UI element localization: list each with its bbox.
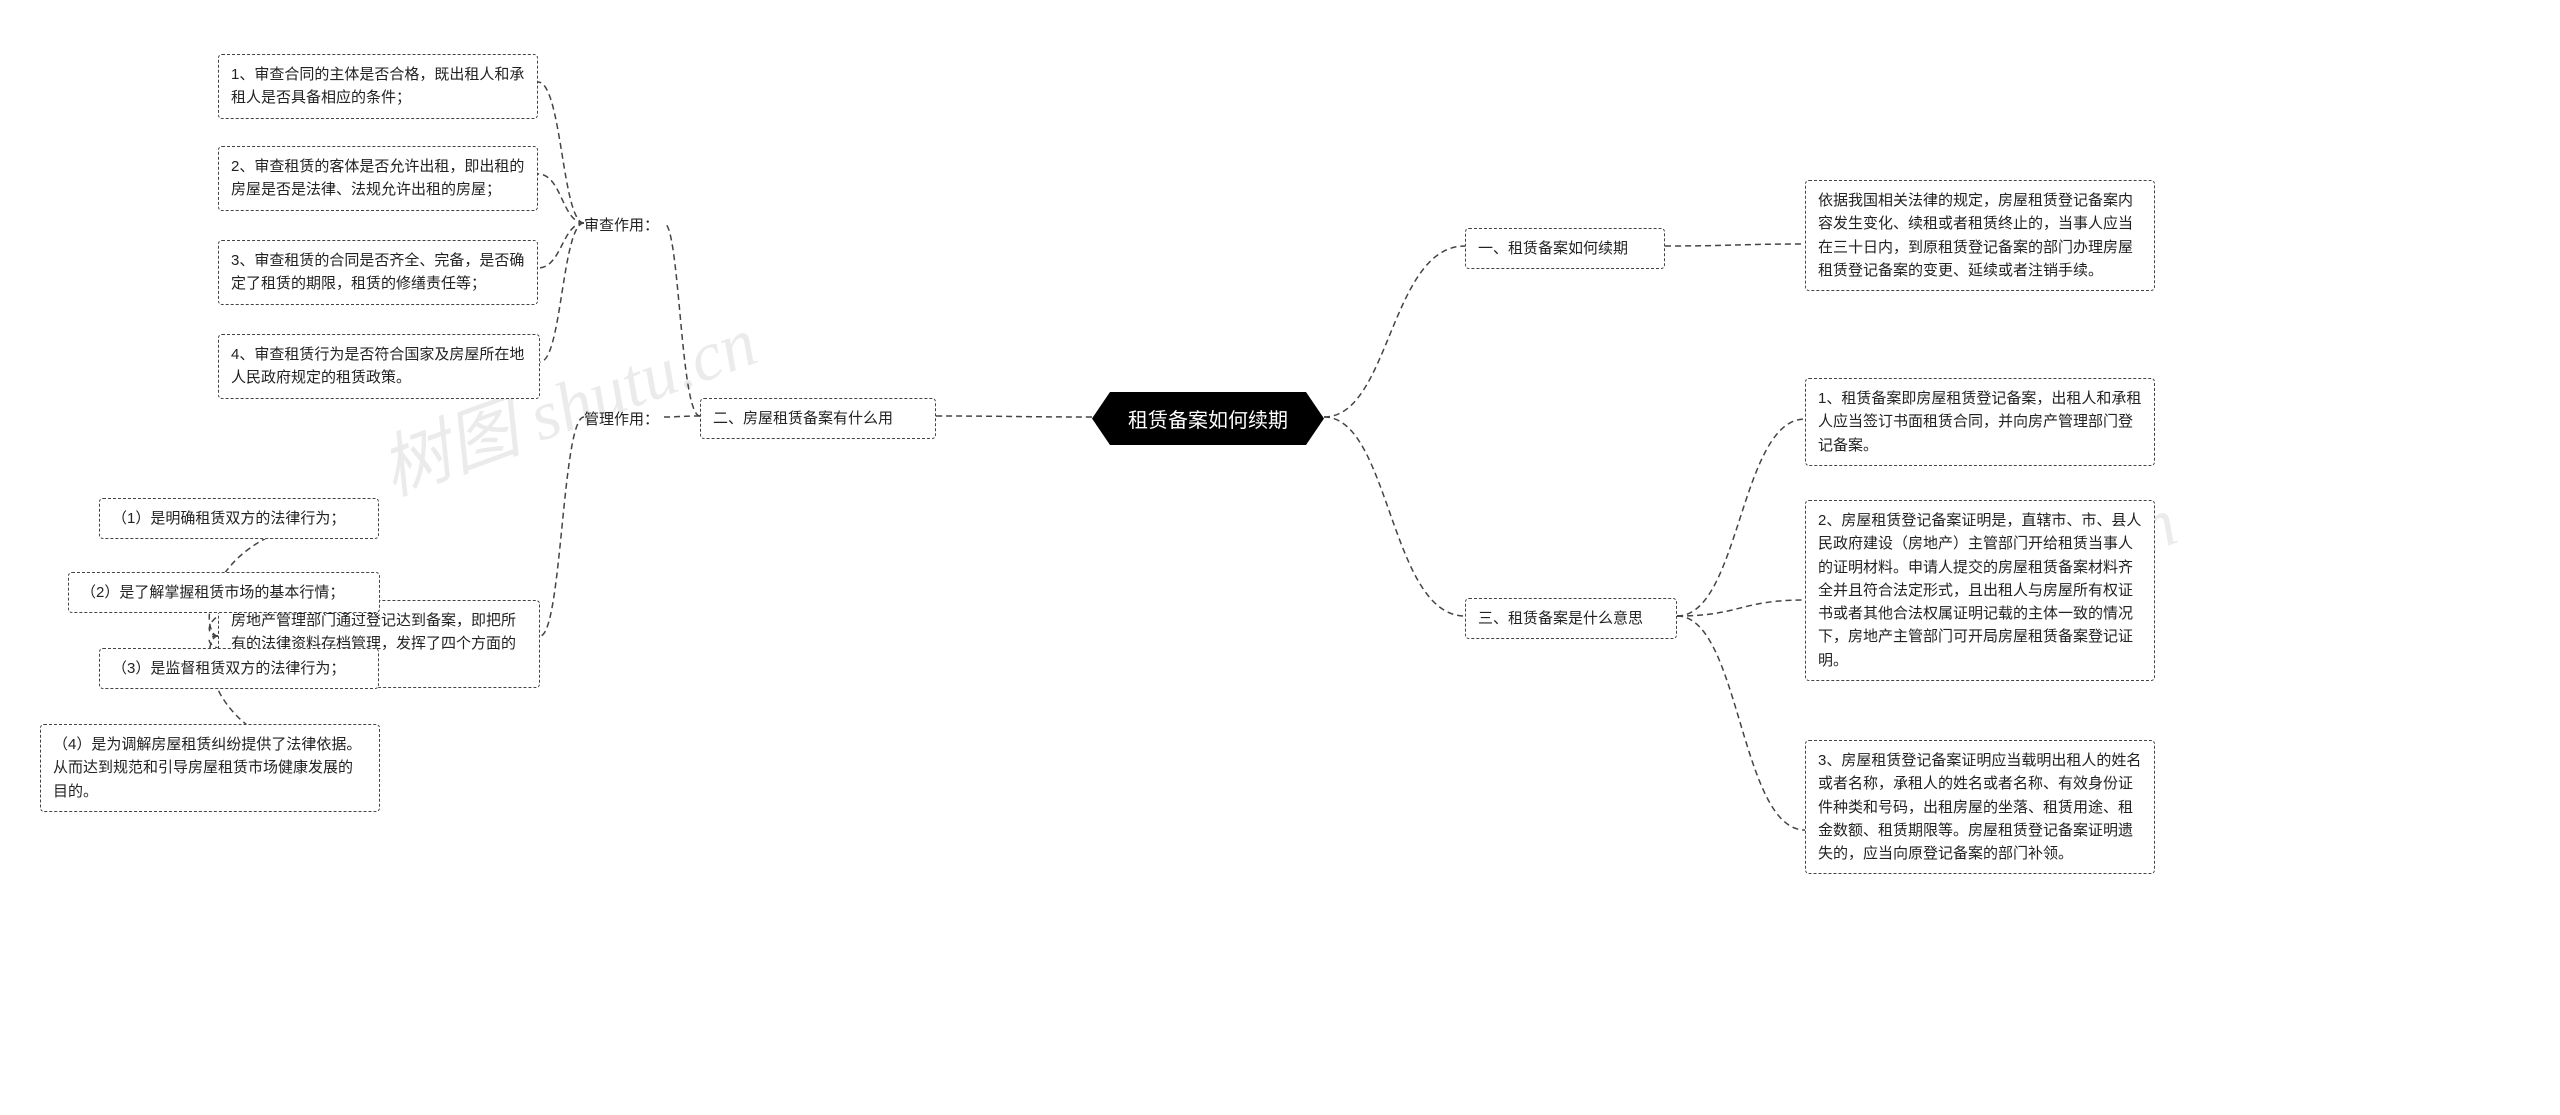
root-node: 租赁备案如何续期 bbox=[1092, 392, 1324, 445]
node-r3a: 1、租赁备案即房屋租赁登记备案，出租人和承租人应当签订书面租赁合同，并向房产管理… bbox=[1805, 378, 2155, 466]
node-l2a3: 3、审查租赁的合同是否齐全、完备，是否确定了租赁的期限，租赁的修缮责任等； bbox=[218, 240, 538, 305]
node-r1a: 依据我国相关法律的规定，房屋租赁登记备案内容发生变化、续租或者租赁终止的，当事人… bbox=[1805, 180, 2155, 291]
node-l2a4: 4、审查租赁行为是否符合国家及房屋所在地人民政府规定的租赁政策。 bbox=[218, 334, 540, 399]
node-r3b: 2、房屋租赁登记备案证明是，直辖市、市、县人民政府建设（房地产）主管部门开给租赁… bbox=[1805, 500, 2155, 681]
node-l2b1c: （3）是监督租赁双方的法律行为； bbox=[99, 648, 379, 689]
label-l2b: 管理作用： bbox=[584, 408, 659, 429]
label-l2a: 审查作用： bbox=[584, 214, 659, 235]
node-l2b1b: （2）是了解掌握租赁市场的基本行情； bbox=[68, 572, 380, 613]
mindmap-canvas: 树图 shutu.cn 树图 shutu.cn 租赁备案如何续期 一、租赁备案如… bbox=[0, 0, 2560, 1115]
node-l2a2: 2、审查租赁的客体是否允许出租，即出租的房屋是否是法律、法规允许出租的房屋； bbox=[218, 146, 538, 211]
node-r1: 一、租赁备案如何续期 bbox=[1465, 228, 1665, 269]
node-r3: 三、租赁备案是什么意思 bbox=[1465, 598, 1677, 639]
node-l2b1a: （1）是明确租赁双方的法律行为； bbox=[99, 498, 379, 539]
node-r3c: 3、房屋租赁登记备案证明应当载明出租人的姓名或者名称，承租人的姓名或者名称、有效… bbox=[1805, 740, 2155, 874]
node-l2: 二、房屋租赁备案有什么用 bbox=[700, 398, 936, 439]
node-l2b1d: （4）是为调解房屋租赁纠纷提供了法律依据。从而达到规范和引导房屋租赁市场健康发展… bbox=[40, 724, 380, 812]
node-l2a1: 1、审查合同的主体是否合格，既出租人和承租人是否具备相应的条件； bbox=[218, 54, 538, 119]
